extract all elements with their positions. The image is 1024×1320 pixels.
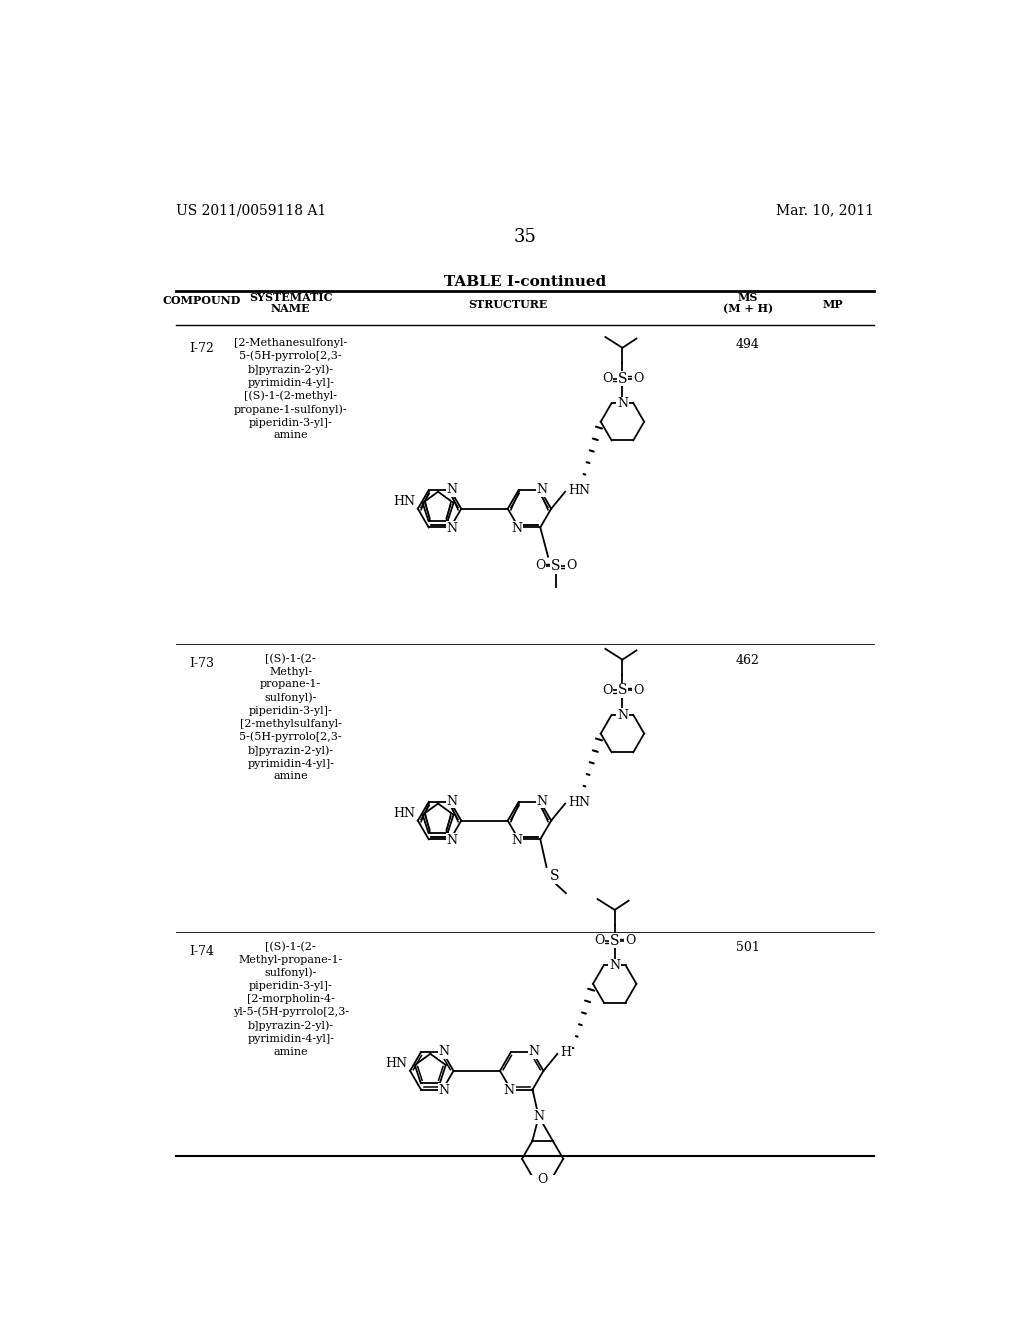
Text: N: N xyxy=(537,795,548,808)
Text: I-72: I-72 xyxy=(189,342,214,355)
Text: US 2011/0059118 A1: US 2011/0059118 A1 xyxy=(176,203,327,216)
Text: 462: 462 xyxy=(736,653,760,667)
Text: HN: HN xyxy=(568,796,590,809)
Text: O: O xyxy=(633,372,643,385)
Text: N: N xyxy=(512,833,522,846)
Text: O: O xyxy=(594,935,604,948)
Text: N: N xyxy=(446,833,458,846)
Text: 35: 35 xyxy=(513,227,537,246)
Text: [2-Methanesulfonyl-
5-(5H-pyrrolo[2,3-
b]pyrazin-2-yl)-
pyrimidin-4-yl]-
[(S)-1-: [2-Methanesulfonyl- 5-(5H-pyrrolo[2,3- b… xyxy=(233,338,347,441)
Text: O: O xyxy=(602,684,612,697)
Text: 494: 494 xyxy=(736,338,760,351)
Text: N: N xyxy=(609,960,621,973)
Text: HN: HN xyxy=(393,807,415,820)
Text: S: S xyxy=(617,684,627,697)
Text: MS: MS xyxy=(738,293,758,304)
Text: O: O xyxy=(625,935,635,948)
Text: N: N xyxy=(446,795,458,808)
Text: COMPOUND: COMPOUND xyxy=(163,294,241,306)
Text: S: S xyxy=(617,372,627,385)
Text: [(S)-1-(2-
Methyl-propane-1-
sulfonyl)-
piperidin-3-yl]-
[2-morpholin-4-
yl-5-(5: [(S)-1-(2- Methyl-propane-1- sulfonyl)- … xyxy=(232,941,349,1056)
Text: H: H xyxy=(560,1045,571,1059)
Text: S: S xyxy=(551,558,560,573)
Text: HN: HN xyxy=(393,495,415,508)
Text: S: S xyxy=(550,870,559,883)
Text: O: O xyxy=(633,684,643,697)
Text: N: N xyxy=(446,483,458,496)
Text: HN: HN xyxy=(385,1057,408,1071)
Text: HN: HN xyxy=(568,483,590,496)
Text: O: O xyxy=(566,560,577,573)
Text: N: N xyxy=(616,397,628,411)
Text: N: N xyxy=(504,1084,515,1097)
Text: NAME: NAME xyxy=(271,304,310,314)
Text: [(S)-1-(2-
Methyl-
propane-1-
sulfonyl)-
piperidin-3-yl]-
[2-methylsulfanyl-
5-(: [(S)-1-(2- Methyl- propane-1- sulfonyl)-… xyxy=(240,653,342,781)
Text: Mar. 10, 2011: Mar. 10, 2011 xyxy=(775,203,873,216)
Text: MP: MP xyxy=(823,298,844,310)
Text: N: N xyxy=(534,1110,544,1123)
Text: TABLE I-continued: TABLE I-continued xyxy=(443,276,606,289)
Text: N: N xyxy=(438,1045,450,1057)
Text: N: N xyxy=(438,1084,450,1097)
Text: N: N xyxy=(446,521,458,535)
Text: SYSTEMATIC: SYSTEMATIC xyxy=(249,293,333,304)
Text: (M + H): (M + H) xyxy=(723,304,773,314)
Text: 501: 501 xyxy=(736,941,760,954)
Text: I-73: I-73 xyxy=(189,657,214,671)
Text: O: O xyxy=(536,560,546,573)
Text: N: N xyxy=(616,709,628,722)
Text: O: O xyxy=(602,372,612,385)
Text: I-74: I-74 xyxy=(189,945,214,958)
Text: STRUCTURE: STRUCTURE xyxy=(468,298,548,310)
Text: N: N xyxy=(528,1045,540,1057)
Text: S: S xyxy=(610,933,620,948)
Text: N: N xyxy=(512,521,522,535)
Text: O: O xyxy=(538,1172,548,1185)
Text: N: N xyxy=(537,483,548,496)
